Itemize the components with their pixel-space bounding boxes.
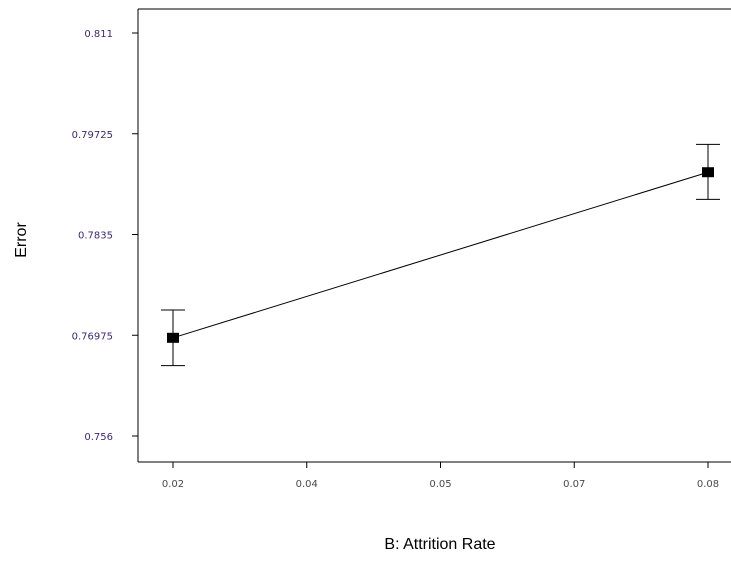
- series-line: [172, 171, 709, 339]
- y-axis-title: Error: [13, 222, 30, 258]
- x-tick-label: 0.02: [162, 479, 184, 490]
- x-axis-title: B: Attrition Rate: [384, 536, 495, 553]
- y-tick-label: 0.79725: [72, 130, 113, 141]
- x-tick-label: 0.05: [429, 479, 451, 490]
- x-tick-label: 0.08: [697, 479, 719, 490]
- x-tick-label: 0.07: [563, 479, 585, 490]
- axes: [137, 8, 731, 463]
- y-tick-label: 0.7835: [78, 231, 113, 242]
- data-point-marker: [702, 167, 714, 178]
- y-ticks: 0.811 0.79725 0.7835 0.76975 0.756: [72, 29, 138, 443]
- y-tick-label: 0.76975: [72, 331, 113, 342]
- y-tick-label: 0.811: [84, 29, 113, 40]
- y-tick-label: 0.756: [84, 432, 113, 443]
- marks: [161, 143, 720, 367]
- x-ticks: 0.02 0.04 0.05 0.07 0.08: [162, 462, 719, 490]
- x-tick-label: 0.04: [296, 479, 318, 490]
- data-point-marker: [167, 332, 179, 343]
